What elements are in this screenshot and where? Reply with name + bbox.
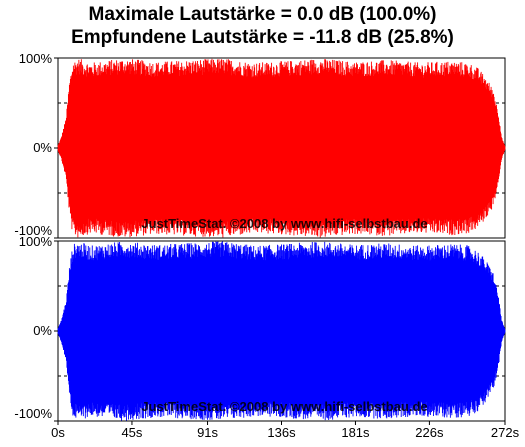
x-tick-label: 0s	[51, 425, 65, 440]
waveform-core-1	[58, 85, 505, 211]
x-tick-label: 45s	[121, 425, 142, 440]
y-tick-label: 0%	[33, 140, 52, 155]
chart-title: Maximale Lautstärke = 0.0 dB (100.0%)	[88, 4, 437, 25]
y-tick-label: -100%	[14, 223, 52, 238]
x-tick-label: 136s	[267, 425, 296, 440]
x-tick-label: 272s	[491, 425, 520, 440]
watermark-text: JustTimeStat. ©2008 by www.hifi-selbstba…	[141, 216, 427, 231]
waveform-core-2	[58, 268, 505, 394]
x-tick-label: 91s	[197, 425, 218, 440]
y-tick-label: -100%	[14, 406, 52, 421]
x-tick-label: 181s	[341, 425, 370, 440]
y-tick-label: 0%	[33, 323, 52, 338]
y-tick-label: 100%	[19, 234, 53, 249]
y-tick-label: 100%	[19, 51, 53, 66]
x-tick-label: 226s	[415, 425, 444, 440]
chart-subtitle: Empfundene Lautstärke = -11.8 dB (25.8%)	[71, 27, 454, 48]
watermark-text: JustTimeStat. ©2008 by www.hifi-selbstba…	[141, 399, 427, 414]
